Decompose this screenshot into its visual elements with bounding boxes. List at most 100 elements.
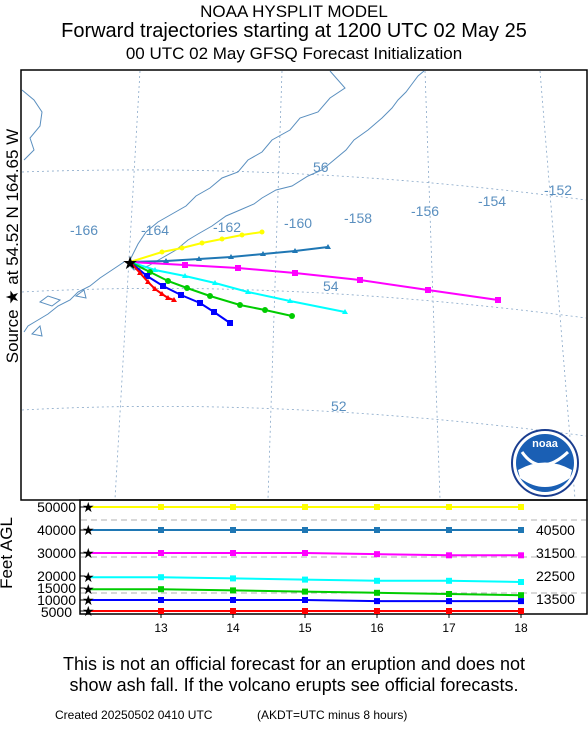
created-timestamp: Created 20250502 0410 UTC bbox=[55, 708, 213, 722]
height-series-point bbox=[518, 504, 524, 510]
meridian-line bbox=[267, 70, 283, 500]
height-series-point bbox=[158, 504, 164, 510]
height-series-point bbox=[230, 550, 236, 556]
height-series-point bbox=[446, 591, 452, 597]
latitude-label: 56 bbox=[313, 159, 329, 175]
source-star-icon: ★ bbox=[122, 253, 138, 274]
height-series-point bbox=[302, 550, 308, 556]
time-tick-label: 17 bbox=[442, 621, 456, 635]
height-series-point bbox=[230, 575, 236, 582]
time-tick-label: 18 bbox=[514, 621, 528, 635]
latitude-line-56 bbox=[21, 169, 587, 201]
height-series-point bbox=[518, 592, 524, 599]
start-star-icon: ★ bbox=[82, 500, 95, 516]
height-series-point bbox=[374, 598, 380, 605]
time-tick-label: 13 bbox=[154, 621, 168, 635]
trajectory-cyan bbox=[129, 261, 348, 314]
time-tick-label: 15 bbox=[298, 621, 312, 635]
height-series-point bbox=[374, 527, 380, 533]
height-series-point bbox=[374, 608, 380, 614]
noaa-logo: noaa bbox=[511, 429, 579, 497]
height-series-point bbox=[302, 588, 308, 595]
height-series-point bbox=[302, 504, 308, 510]
longitude-label: -166 bbox=[70, 222, 98, 238]
timezone-note: (AKDT=UTC minus 8 hours) bbox=[257, 708, 408, 722]
model-title: NOAA HYSPLIT MODEL bbox=[200, 2, 388, 21]
height-tick-label: 20000 bbox=[37, 568, 76, 584]
height-series-point bbox=[374, 504, 380, 510]
height-series-group: ★★★★★★★ bbox=[82, 500, 524, 620]
height-series-point bbox=[518, 552, 524, 559]
height-series-point bbox=[158, 586, 164, 593]
longitude-label: -160 bbox=[284, 215, 312, 231]
height-tick-label: 30000 bbox=[37, 545, 76, 561]
height-series-point bbox=[518, 608, 524, 614]
height-tick-label: 15000 bbox=[37, 580, 76, 596]
height-panel-frame bbox=[79, 499, 588, 615]
longitude-label: -162 bbox=[213, 219, 241, 235]
height-series-point bbox=[446, 527, 452, 533]
height-tick-label: 5000 bbox=[41, 604, 72, 620]
height-series-point bbox=[446, 552, 452, 559]
meridian-line bbox=[424, 70, 441, 500]
height-right-label: 40500 bbox=[536, 522, 575, 538]
start-star-icon: ★ bbox=[82, 582, 95, 598]
height-tick-label: 50000 bbox=[37, 499, 76, 515]
height-series-point bbox=[158, 597, 164, 603]
latitude-line-54 bbox=[21, 287, 587, 319]
coastline-islands bbox=[23, 261, 125, 337]
meridian-line bbox=[114, 70, 141, 500]
longitude-label: -164 bbox=[141, 222, 169, 238]
forecast-initialization: 00 UTC 02 May GFSQ Forecast Initializati… bbox=[125, 44, 463, 63]
height-series-point bbox=[518, 527, 524, 533]
height-series-point bbox=[230, 597, 236, 603]
height-series-point bbox=[158, 608, 164, 614]
latitude-label: 52 bbox=[331, 398, 347, 414]
trajectory-red bbox=[129, 261, 177, 302]
height-series-point bbox=[518, 579, 524, 585]
height-series-point bbox=[230, 587, 236, 594]
height-series-point bbox=[158, 527, 164, 533]
longitude-label: -158 bbox=[344, 210, 372, 226]
height-series-point bbox=[230, 504, 236, 510]
height-right-label: 22500 bbox=[536, 568, 575, 584]
height-series-point bbox=[518, 598, 524, 605]
longitude-label: -156 bbox=[411, 203, 439, 219]
noaa-logo-text: noaa bbox=[532, 438, 559, 450]
trajectory-title: Forward trajectories starting at 1200 UT… bbox=[61, 20, 527, 42]
trajectory-magenta bbox=[129, 261, 501, 303]
height-series-point bbox=[302, 608, 308, 614]
height-tick-label: 10000 bbox=[37, 592, 76, 608]
height-series-point bbox=[446, 577, 452, 584]
trajectory-yellow bbox=[129, 229, 265, 263]
height-series-point bbox=[374, 577, 380, 584]
height-series-point bbox=[446, 608, 452, 614]
height-series-point bbox=[446, 504, 452, 510]
height-series-point bbox=[302, 597, 308, 603]
height-series-point bbox=[158, 550, 164, 556]
height-series-point bbox=[374, 589, 380, 596]
trajectory-steelblue bbox=[129, 244, 331, 263]
time-tick-label: 14 bbox=[226, 621, 240, 635]
height-series-point bbox=[446, 598, 452, 605]
start-star-icon: ★ bbox=[82, 604, 95, 620]
height-series-point bbox=[158, 574, 164, 581]
height-series-point bbox=[302, 527, 308, 533]
height-series-point bbox=[374, 551, 380, 558]
coastline bbox=[127, 70, 425, 271]
map-frame bbox=[20, 69, 588, 501]
latitude-line-52 bbox=[21, 405, 587, 437]
height-series-point bbox=[230, 527, 236, 533]
start-star-icon: ★ bbox=[82, 546, 95, 562]
latitude-label: 54 bbox=[323, 278, 339, 294]
height-right-label: 13500 bbox=[536, 591, 575, 607]
start-star-icon: ★ bbox=[82, 593, 95, 609]
longitude-label: -152 bbox=[544, 182, 572, 198]
longitude-label: -154 bbox=[478, 193, 506, 209]
coastline-north bbox=[21, 89, 43, 161]
start-star-icon: ★ bbox=[82, 523, 95, 539]
time-tick-label: 16 bbox=[370, 621, 384, 635]
height-right-label: 31500 bbox=[536, 545, 575, 561]
disclaimer-line-1: This is not an official forecast for an … bbox=[63, 654, 525, 674]
